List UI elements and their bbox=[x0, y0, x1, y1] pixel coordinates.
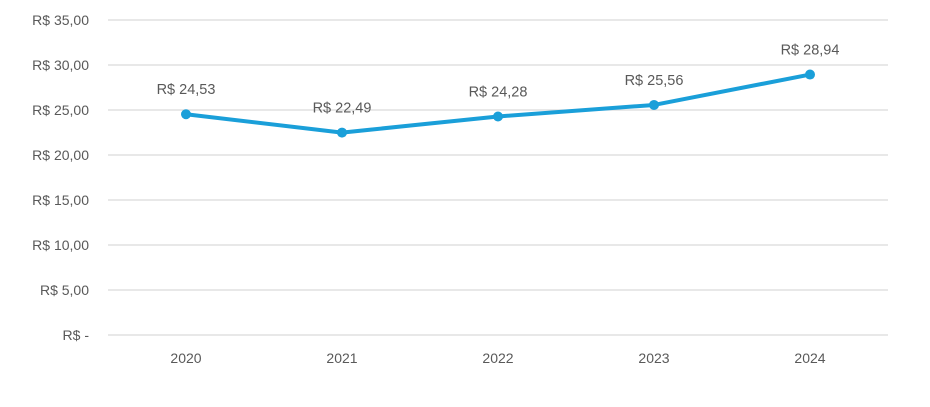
y-tick-label: R$ 30,00 bbox=[32, 57, 89, 73]
y-tick-label: R$ 5,00 bbox=[40, 282, 89, 298]
data-point-marker bbox=[649, 99, 659, 110]
x-tick-label: 2020 bbox=[170, 350, 201, 366]
data-label: R$ 25,56 bbox=[625, 73, 684, 89]
data-labels: R$ 24,53 R$ 22,49 R$ 24,28 R$ 25,56 R$ 28,94 bbox=[157, 43, 840, 117]
data-point-marker bbox=[181, 109, 191, 120]
data-point-marker bbox=[493, 111, 503, 122]
series-line-path bbox=[184, 72, 812, 135]
data-label: R$ 24,28 bbox=[469, 84, 528, 100]
y-tick-label: R$ 35,00 bbox=[32, 12, 89, 28]
y-tick-label: R$ - bbox=[63, 327, 90, 343]
y-tick-label: R$ 25,00 bbox=[32, 102, 89, 118]
x-tick-label: 2024 bbox=[794, 350, 825, 366]
y-tick-label: R$ 20,00 bbox=[32, 147, 89, 163]
gridlines bbox=[108, 19, 888, 336]
y-axis-tick-labels: R$ - R$ 5,00 R$ 10,00 R$ 15,00 R$ 20,00 R$ 25… bbox=[32, 12, 89, 343]
data-point-marker bbox=[805, 69, 815, 80]
x-axis-tick-labels: 2020 2021 2022 2023 2024 bbox=[170, 350, 825, 366]
y-tick-label: R$ 10,00 bbox=[32, 237, 89, 253]
data-point-marker bbox=[337, 127, 347, 138]
x-tick-label: 2023 bbox=[638, 350, 669, 366]
data-label: R$ 24,53 bbox=[157, 82, 216, 98]
data-label: R$ 28,94 bbox=[781, 43, 840, 59]
data-label: R$ 22,49 bbox=[313, 101, 372, 117]
x-tick-label: 2021 bbox=[326, 350, 357, 366]
x-tick-label: 2022 bbox=[482, 350, 513, 366]
series-line bbox=[181, 69, 815, 138]
y-tick-label: R$ 15,00 bbox=[32, 192, 89, 208]
